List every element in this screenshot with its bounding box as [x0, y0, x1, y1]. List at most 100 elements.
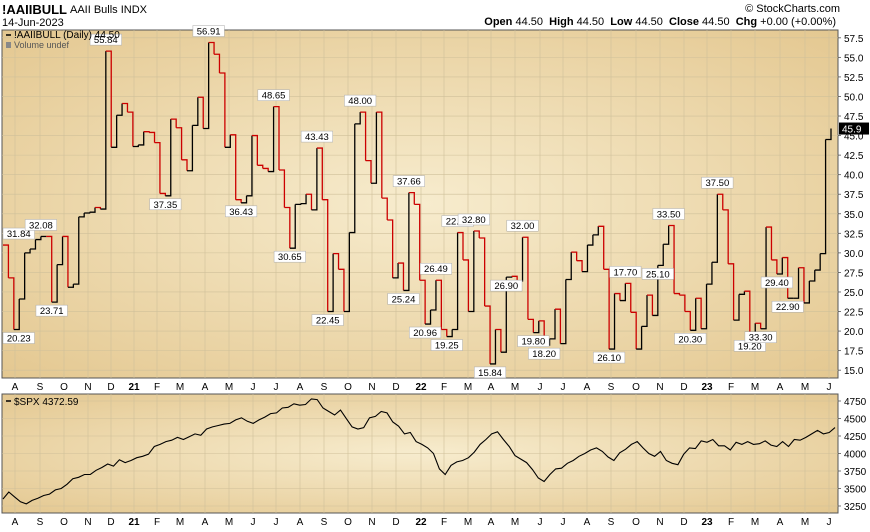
aaii-line-segment: [587, 234, 594, 246]
symbol-description: AAII Bulls INDX: [70, 4, 148, 16]
main-ytick-label: 35.0: [844, 210, 864, 221]
aaii-line-segment: [760, 227, 767, 330]
aaii-line-segment: [381, 197, 388, 221]
data-label-box: [149, 198, 182, 211]
aaii-line-segment: [57, 236, 64, 266]
spx-legend-title: $SPX 4372.59: [14, 397, 79, 408]
aaii-line-segment: [668, 224, 675, 294]
aaii-line-segment: [560, 279, 567, 345]
data-label-box: [392, 175, 425, 187]
aaii-line-segment: [636, 326, 643, 350]
spx-xtick-label: O: [632, 517, 640, 528]
main-ytick-label: 32.5: [844, 229, 864, 240]
spx-xtick-label: M: [225, 517, 233, 528]
volume-icon: [6, 42, 11, 48]
aaii-line-segment: [100, 51, 107, 210]
aaii-line-segment: [695, 297, 702, 329]
main-xtick-label: M: [176, 382, 184, 393]
spx-xtick-label: M: [464, 517, 472, 528]
aaii-line-segment: [241, 195, 248, 204]
main-xtick-label: J: [251, 382, 256, 393]
data-label: 15.84: [478, 368, 502, 379]
aaii-line-segment: [430, 280, 437, 311]
aaii-line-segment: [273, 105, 280, 170]
main-xtick-label: D: [392, 382, 399, 393]
aaii-line-segment: [825, 128, 832, 141]
spx-xtick-label: S: [321, 517, 328, 528]
aaii-line-segment: [479, 237, 486, 307]
aaii-line-segment: [490, 329, 497, 365]
aaii-line-segment: [690, 298, 697, 331]
aaii-line-segment: [722, 209, 729, 264]
spx-xtick-label: O: [344, 517, 352, 528]
aaii-line-segment: [311, 148, 318, 211]
data-label-box: [24, 219, 57, 231]
aaii-line-segment: [268, 106, 275, 173]
main-ytick-label: 27.5: [844, 268, 864, 279]
aaii-line-segment: [473, 230, 480, 239]
spx-xtick-label: J: [538, 517, 543, 528]
data-label: 25.24: [392, 294, 416, 305]
aaii-line-segment: [295, 203, 302, 206]
main-ytick-label: 37.5: [844, 190, 864, 201]
aaii-line-segment: [609, 293, 616, 350]
data-label-box: [771, 300, 804, 313]
data-label-box: [2, 227, 35, 240]
main-xtick-label: S: [321, 382, 328, 393]
main-ytick-label: 20.0: [844, 327, 864, 338]
spx-xtick-label: D: [107, 517, 114, 528]
spx-xtick-label: S: [37, 517, 44, 528]
spx-xtick-label: N: [656, 517, 663, 528]
data-label-box: [311, 314, 344, 326]
main-xtick-label: F: [154, 382, 160, 393]
aaii-line-segment: [419, 279, 426, 325]
main-ytick-label: 47.5: [844, 112, 864, 123]
spx-xtick-label: F: [154, 517, 160, 528]
aaii-line-segment: [51, 264, 58, 303]
aaii-line-segment: [13, 299, 20, 331]
aaii-line-segment: [576, 260, 583, 272]
spx-xtick-label: J: [251, 517, 256, 528]
data-label: 20.96: [413, 328, 437, 339]
aaii-line-segment: [701, 284, 708, 330]
chg-value: +0.00 (+0.00%): [760, 16, 836, 28]
main-xtick-label: M: [464, 382, 472, 393]
aaii-line-segment: [625, 282, 632, 313]
spx-ytick-label: 4250: [844, 432, 867, 443]
main-xtick-label: O: [344, 382, 352, 393]
data-label: 37.35: [153, 200, 177, 211]
aaii-line-segment: [793, 267, 800, 299]
data-label-box: [506, 219, 539, 232]
aaii-line-segment: [614, 292, 621, 301]
aaii-line-segment: [67, 284, 75, 288]
main-ytick-label: 52.5: [844, 73, 864, 84]
aaii-line-segment: [284, 206, 291, 249]
main-ytick-label: 40.0: [844, 171, 864, 182]
aaii-line-segment: [365, 159, 372, 184]
main-ytick-label: 30.0: [844, 249, 864, 260]
aaii-line-segment: [647, 294, 654, 316]
spx-xtick-label: O: [60, 517, 68, 528]
aaii-line-segment: [262, 167, 269, 172]
aaii-line-segment: [219, 72, 226, 148]
data-label: 37.66: [397, 177, 421, 188]
close-value: 44.50: [702, 16, 730, 28]
main-xtick-label: J: [827, 382, 832, 393]
spx-ytick-label: 4000: [844, 450, 867, 461]
aaii-line-segment: [187, 125, 194, 172]
main-ytick-label: 42.5: [844, 151, 864, 162]
aaii-line-segment: [679, 294, 686, 312]
aaii-line-segment: [435, 279, 443, 330]
main-xtick-label: 21: [128, 382, 140, 393]
data-label: 22.47: [446, 217, 470, 228]
spx-ytick-label: 3750: [844, 467, 867, 478]
aaii-line-segment: [425, 309, 432, 325]
aaii-line-segment: [603, 268, 610, 350]
data-label: 29.40: [765, 278, 789, 289]
data-label: 17.70: [613, 267, 637, 278]
main-xtick-label: J: [274, 382, 279, 393]
aaii-line-segment: [154, 141, 161, 194]
data-label: 32.08: [29, 220, 53, 231]
aaii-line-segment: [230, 134, 237, 200]
aaii-line-segment: [338, 268, 345, 312]
